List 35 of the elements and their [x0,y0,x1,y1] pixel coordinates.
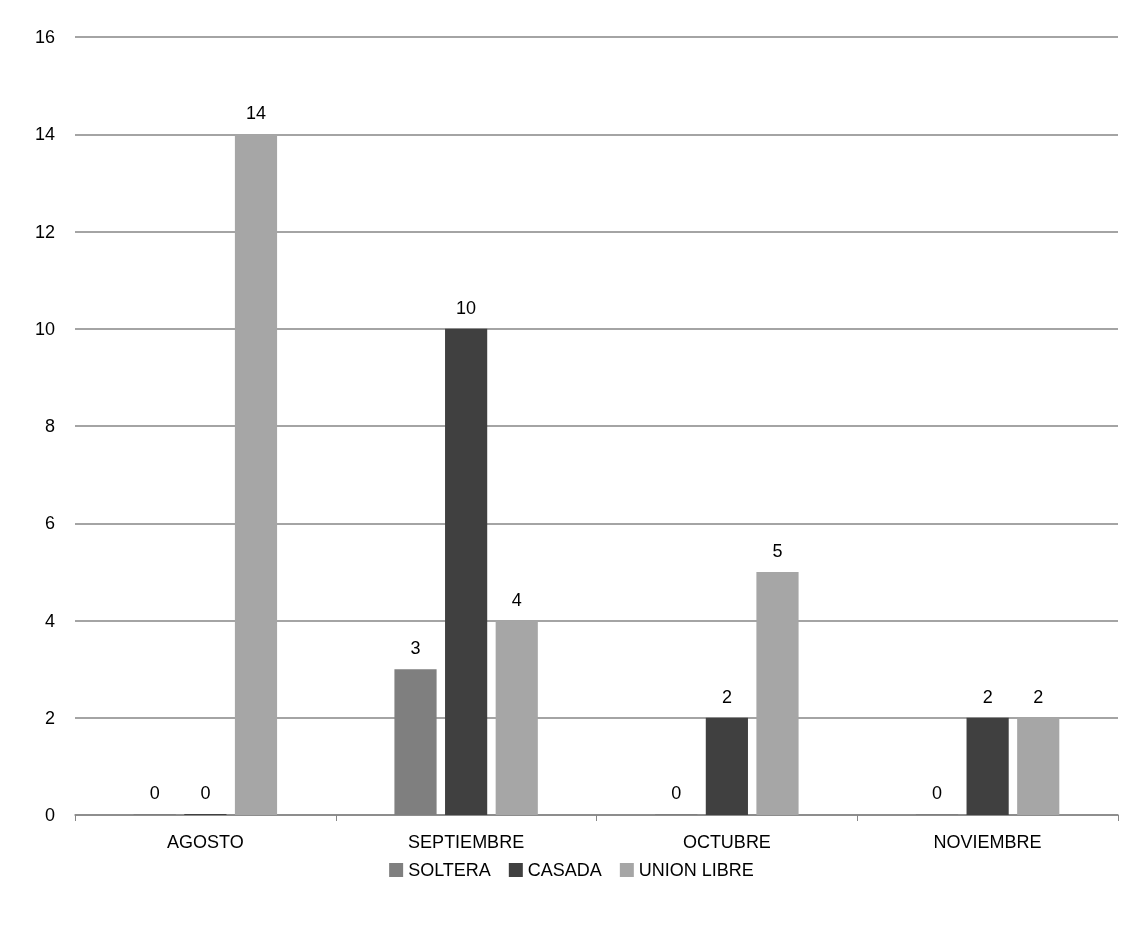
legend-label: CASADA [527,860,602,880]
y-tick-label: 8 [44,416,55,436]
data-label: 10 [456,297,477,318]
data-label: 2 [1033,686,1044,707]
data-label: 5 [772,540,783,561]
bar [756,571,799,815]
bar [234,134,278,815]
legend-label: UNION LIBRE [638,860,754,880]
y-tick-label: 0 [44,805,55,825]
bar [445,328,488,815]
y-tick-label: 12 [34,221,55,242]
y-tick-label: 2 [44,707,55,728]
data-label: 0 [149,783,160,803]
bar [495,620,538,815]
bar [1017,717,1060,815]
y-tick-label: 14 [34,124,55,145]
x-tick-label: OCTUBRE [682,832,771,852]
legend-label: SOLTERA [408,860,491,880]
x-tick-label: AGOSTO [167,832,244,852]
data-label: 0 [932,783,943,803]
data-label: 3 [410,638,421,659]
y-tick-label: 10 [34,318,55,339]
y-tick-label: 16 [34,27,55,47]
y-tick-label: 6 [44,513,55,534]
bar [966,717,1009,815]
data-label: 2 [982,686,993,707]
x-tick-label: NOVIEMBRE [933,832,1042,852]
data-label: 14 [245,103,267,124]
data-label: 0 [200,783,211,803]
data-label: 0 [671,783,682,803]
data-label: 4 [511,589,522,610]
y-tick-label: 4 [44,610,55,631]
data-label: 2 [721,686,732,707]
x-tick-label: SEPTIEMBRE [408,832,525,852]
bar [705,717,748,815]
